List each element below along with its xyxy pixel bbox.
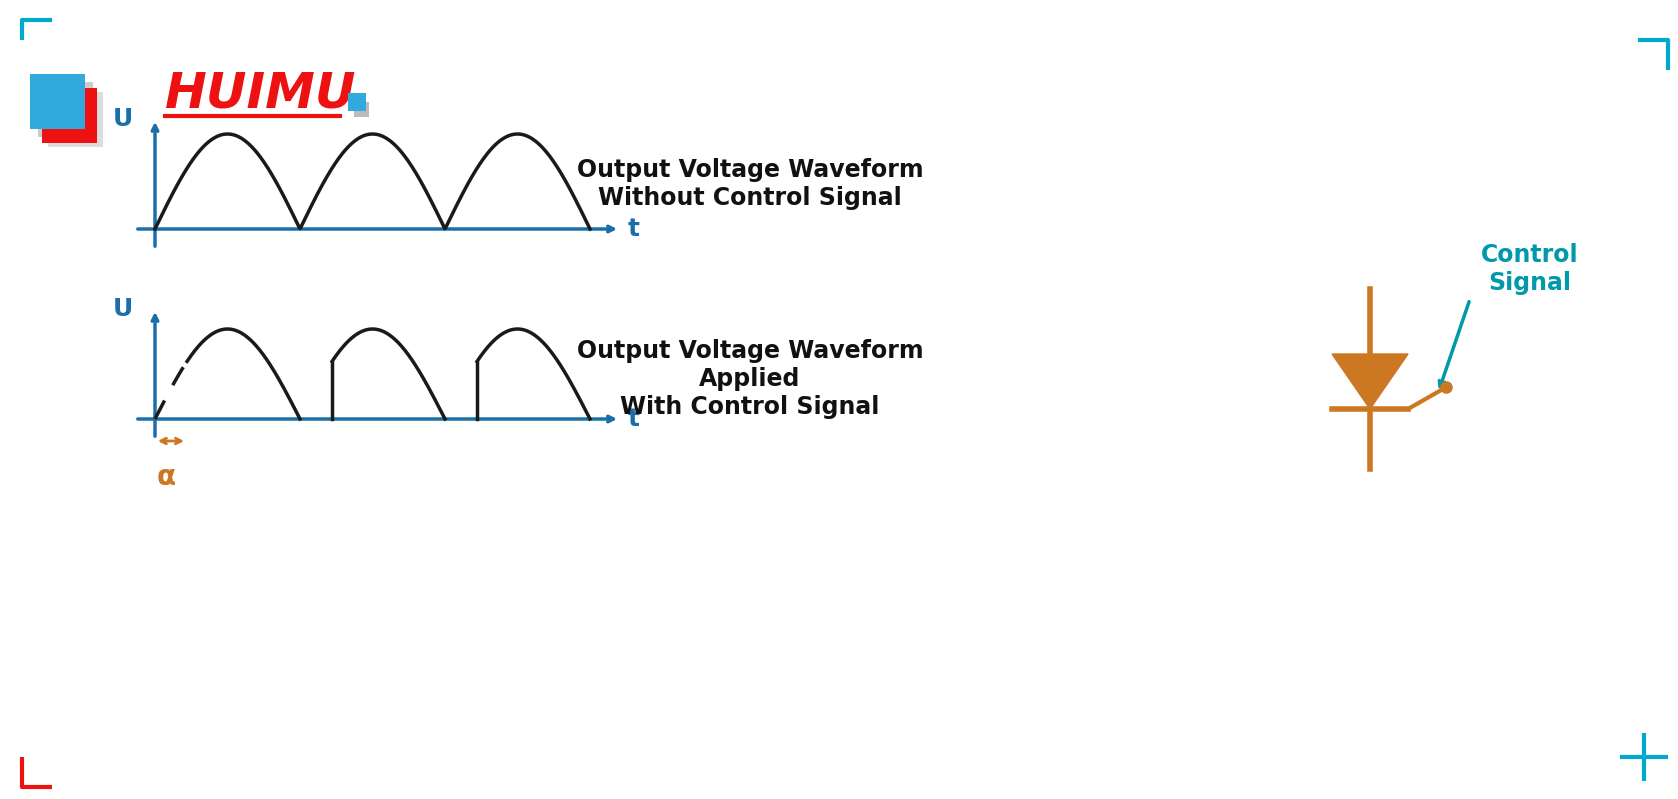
- FancyBboxPatch shape: [354, 102, 369, 117]
- Text: U: U: [112, 107, 133, 131]
- Text: U: U: [112, 297, 133, 321]
- Text: HUIMU: HUIMU: [164, 70, 356, 118]
- Text: Output Voltage Waveform
Without Control Signal: Output Voltage Waveform Without Control …: [577, 158, 923, 210]
- FancyBboxPatch shape: [42, 88, 97, 143]
- FancyBboxPatch shape: [39, 82, 92, 137]
- Text: t: t: [628, 217, 639, 241]
- Polygon shape: [1332, 354, 1408, 409]
- FancyBboxPatch shape: [49, 92, 102, 147]
- Text: t: t: [628, 407, 639, 431]
- Text: Output Voltage Waveform
Applied
With Control Signal: Output Voltage Waveform Applied With Con…: [577, 340, 923, 419]
- FancyBboxPatch shape: [347, 93, 366, 111]
- Text: α: α: [156, 463, 176, 491]
- Text: Control
Signal: Control Signal: [1482, 243, 1579, 295]
- FancyBboxPatch shape: [30, 74, 86, 129]
